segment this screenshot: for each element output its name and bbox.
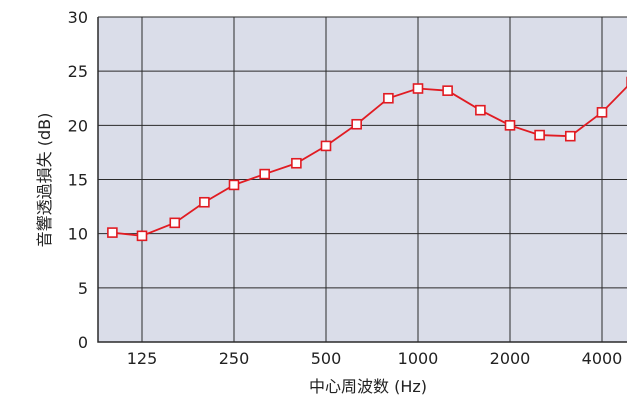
data-point-marker [504,120,516,131]
y-tick-label: 0 [78,333,88,352]
series-group [107,76,627,242]
y-tick-label: 20 [68,116,88,135]
y-axis-ticks: 0 5 10 15 20 25 30 [68,8,88,352]
data-point-marker [169,217,181,229]
data-point-marker [596,107,608,118]
x-tick-label: 250 [219,349,250,368]
data-point-marker [136,230,148,242]
data-point-marker [564,130,576,142]
x-axis-title: 中心周波数 (Hz) [309,377,427,396]
y-tick-label: 15 [68,171,88,190]
x-tick-label: 500 [311,349,342,368]
x-tick-label: 4000 [582,349,623,368]
y-tick-label: 10 [68,225,88,244]
data-point-marker [383,92,394,104]
x-axis-ticks: 125 250 500 1000 2000 4000 [127,349,623,368]
x-tick-label: 125 [127,349,158,368]
data-point-marker [291,157,302,169]
data-point-marker [107,227,118,238]
data-point-marker [320,140,332,152]
y-tick-label: 25 [68,62,88,81]
data-point-marker [228,179,240,191]
grid [97,16,627,343]
data-point-marker [412,83,424,94]
data-point-marker [199,196,210,208]
data-point-marker [475,104,486,116]
data-point-marker [442,85,453,96]
y-tick-label: 5 [78,279,88,298]
data-point-marker [351,118,362,130]
data-point-marker [259,168,270,180]
data-point-marker [534,129,545,141]
x-tick-label: 2000 [490,349,531,368]
y-tick-label: 30 [68,8,88,27]
y-axis-title: 音響透過損失 (dB) [35,113,54,248]
plot-frame [97,17,627,343]
x-tick-label: 1000 [398,349,439,368]
